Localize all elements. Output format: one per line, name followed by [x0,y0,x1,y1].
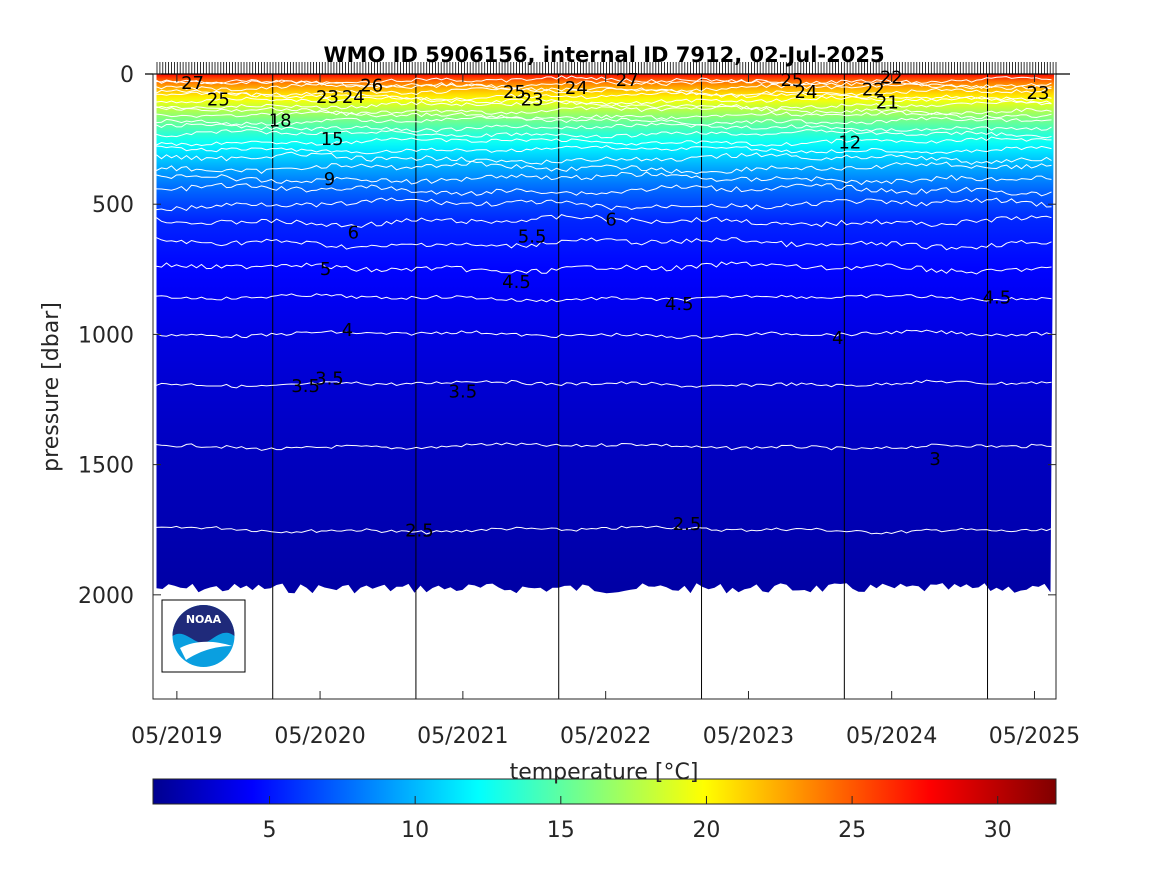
contour-label: 18 [269,111,292,132]
y-tick-label: 1500 [78,454,134,479]
contour-label: 15 [321,129,344,150]
x-axis-ticks: 05/2019 05/2020 05/2021 05/2022 05/2023 05/20… [131,74,1080,749]
isotherm-line [156,197,1052,212]
chart-title: WMO ID 5906156, internal ID 7912, 02-Jul… [323,43,884,67]
contour-label: 4.5 [665,294,694,315]
isotherm-line [156,329,1052,339]
isotherm-line [156,82,1052,93]
isotherm-line [156,122,1052,133]
noaa-logo-text: NOAA [186,613,222,626]
contour-label: 24 [795,82,818,103]
contour-label: 25 [503,82,526,103]
contour-label: 24 [565,78,588,99]
y-axis-label: pressure [dbar] [39,302,64,472]
isotherm-line [156,171,1052,186]
isotherm-line [156,182,1052,197]
isotherm-line [156,105,1052,116]
y-tick-label: 500 [92,193,134,218]
temperature-field [156,74,1055,594]
y-axis-ticks: 0 500 1000 1500 2000 [78,63,1056,609]
colorbar-ticks: 5 10 15 20 25 30 [263,796,1012,843]
contour-label: 4.5 [983,288,1012,309]
x-tick-label: 05/2019 [131,724,222,749]
contour-label: 23 [1027,83,1050,104]
contour-label: 23 [521,90,544,111]
colorbar-tick-label: 20 [692,818,720,843]
isotherm-line [156,129,1052,139]
contour-label: 5 [320,259,331,280]
top-ticks [156,62,1057,74]
contour-label: 2.5 [405,521,434,542]
contour-label: 21 [876,92,899,113]
isotherm-line [156,214,1052,228]
contour-label: 27 [616,70,639,91]
contour-label: 25 [780,70,803,91]
colorbar-tick-label: 25 [838,818,866,843]
isotherm-line [156,525,1052,535]
profile-tick-marks [156,62,1057,74]
colorbar: 5 10 15 20 25 30 [152,778,1057,843]
x-tick-label: 05/2024 [846,724,937,749]
colorbar-tick-label: 5 [263,818,277,843]
contour-label: 12 [838,133,861,154]
contour-label: 2.5 [673,514,702,535]
isotherm-line [156,379,1052,389]
x-tick-label: 05/2023 [703,724,794,749]
x-tick-label: 05/2020 [274,724,365,749]
isotherm-line [156,95,1052,106]
isotherm-line [156,87,1052,97]
contour-label: 4 [832,328,843,349]
contour-label: 27 [181,73,204,94]
contour-label: 6 [605,210,616,231]
isotherm-lines [156,75,1052,535]
noaa-logo: NOAA [161,599,246,673]
axes [145,73,1070,700]
x-tick-label: 05/2022 [560,724,651,749]
contour-label: 3.5 [449,381,478,402]
isotherm-line [156,261,1052,275]
isotherm-line [156,100,1052,111]
contour-label: 25 [207,90,230,111]
contour-label: 6 [348,223,359,244]
contour-label: 22 [862,79,885,100]
y-tick-label: 1000 [78,323,134,348]
contour-label: 5.5 [518,226,547,247]
colorbar-tick-label: 30 [984,818,1012,843]
contour-label: 26 [360,75,383,96]
isotherm-line [156,237,1052,251]
contour-label: 3.5 [291,376,320,397]
isotherm-line [156,151,1052,165]
isotherm-line [156,115,1052,127]
isotherm-line [156,136,1052,147]
isotherm-line [156,293,1052,303]
isotherm-line [156,145,1052,155]
contour-labels: 2725182315242696543.53.52.53.54.525235.5… [181,68,1049,542]
x-tick-label: 05/2025 [989,724,1080,749]
isotherm-line [156,75,1052,86]
colorbar-tick-label: 10 [401,818,429,843]
contour-label: 3.5 [315,368,344,389]
y-tick-label: 0 [120,63,134,88]
colorbar-tick-label: 15 [547,818,575,843]
x-tick-label: 05/2021 [417,724,508,749]
isotherm-line [156,90,1052,101]
contour-label: 3 [929,449,940,470]
isotherm-line [156,78,1052,89]
contour-label: 23 [316,87,339,108]
colorbar-label: temperature [°C] [510,760,699,785]
contour-label: 4.5 [502,272,531,293]
plot-area [153,74,1056,699]
contour-label: 24 [342,87,365,108]
isotherm-line [156,442,1052,451]
y-tick-label: 2000 [78,584,134,609]
colorbar-gradient [152,778,1057,805]
contour-label: 4 [342,320,353,341]
contour-label: 9 [324,169,335,190]
isotherm-line [156,160,1052,175]
